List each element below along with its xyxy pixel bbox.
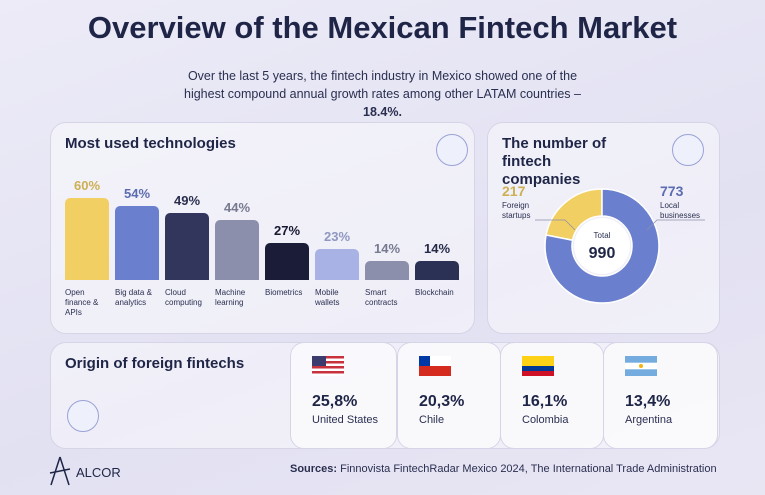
category-label: Cloud computing	[165, 288, 202, 307]
companies-icon	[672, 134, 704, 166]
category-label: Biometrics	[265, 288, 303, 297]
bar	[115, 206, 159, 280]
flag-graphic	[625, 356, 657, 376]
bar	[415, 260, 459, 280]
donut-slice	[544, 188, 660, 304]
donut-center	[574, 218, 630, 274]
value-label: 27%	[273, 223, 301, 239]
slice-label: Local businesses	[660, 201, 701, 220]
flag	[625, 356, 657, 376]
sources: Sources: Finnovista FintechRadar Mexico …	[290, 463, 717, 475]
subtitle: Over the last 5 years, the fintech indus…	[170, 67, 595, 121]
country-share: 13,4%	[625, 393, 671, 410]
total-label: Total	[594, 231, 611, 240]
bar	[215, 219, 259, 280]
category-label: Mobile wallets	[315, 288, 340, 307]
bar	[265, 243, 309, 280]
technologies-panel	[50, 122, 475, 334]
country-share: 25,8%	[312, 393, 358, 410]
category-label: Blockchain	[415, 288, 454, 297]
category-label: Machine learning	[215, 288, 246, 307]
flag-graphic	[312, 356, 344, 376]
total-value: 990	[589, 245, 616, 262]
leader-line	[535, 219, 576, 231]
sources-label: Sources:	[290, 463, 338, 475]
brand: ALCOR	[76, 465, 121, 480]
country-name: Argentina	[625, 414, 673, 426]
flag-graphic	[522, 356, 554, 376]
slice-value: 773	[660, 183, 684, 199]
brand-logo	[49, 456, 71, 486]
country-card	[603, 342, 718, 449]
country-name: Chile	[419, 414, 445, 426]
value-label: 49%	[173, 193, 201, 209]
subtitle-text: Over the last 5 years, the fintech indus…	[184, 69, 581, 101]
value-label: 23%	[323, 228, 351, 244]
title: Overview of the Mexican Fintech Market	[87, 10, 678, 45]
country-share: 16,1%	[522, 393, 568, 410]
origin-icon	[67, 400, 99, 432]
country-name: Colombia	[522, 414, 569, 426]
value-label: 14%	[373, 240, 401, 256]
subtitle-highlight: 18.4%.	[363, 105, 402, 119]
value-label: 44%	[223, 199, 251, 215]
country-share: 20,3%	[419, 393, 465, 410]
leader-line	[646, 219, 705, 231]
category-label: Big data & analytics	[115, 288, 152, 307]
bar	[315, 248, 359, 280]
bar-title: Most used technologies	[65, 135, 236, 152]
category-label: Open finance & APIs	[65, 288, 99, 317]
bar	[165, 213, 209, 280]
slice-value: 217	[502, 183, 526, 199]
category-label: Smart contracts	[365, 288, 398, 307]
value-label: 60%	[73, 178, 101, 193]
donut-chart: Total 990	[535, 188, 705, 304]
donut-title: The number of fintech companies	[502, 135, 607, 188]
flag	[419, 356, 451, 376]
bar	[65, 198, 109, 280]
flag	[312, 356, 344, 376]
bar	[365, 260, 409, 280]
origin-title: Origin of foreign fintechs	[65, 355, 245, 372]
value-label: 54%	[123, 186, 151, 202]
flag-graphic	[419, 356, 451, 376]
slice-label: Foreign startups	[502, 201, 531, 220]
flag	[522, 356, 554, 376]
sources-text: Finnovista FintechRadar Mexico 2024, The…	[340, 463, 717, 475]
tech-icon	[436, 134, 468, 166]
country-name: United States	[312, 414, 379, 426]
value-label: 14%	[423, 240, 451, 256]
